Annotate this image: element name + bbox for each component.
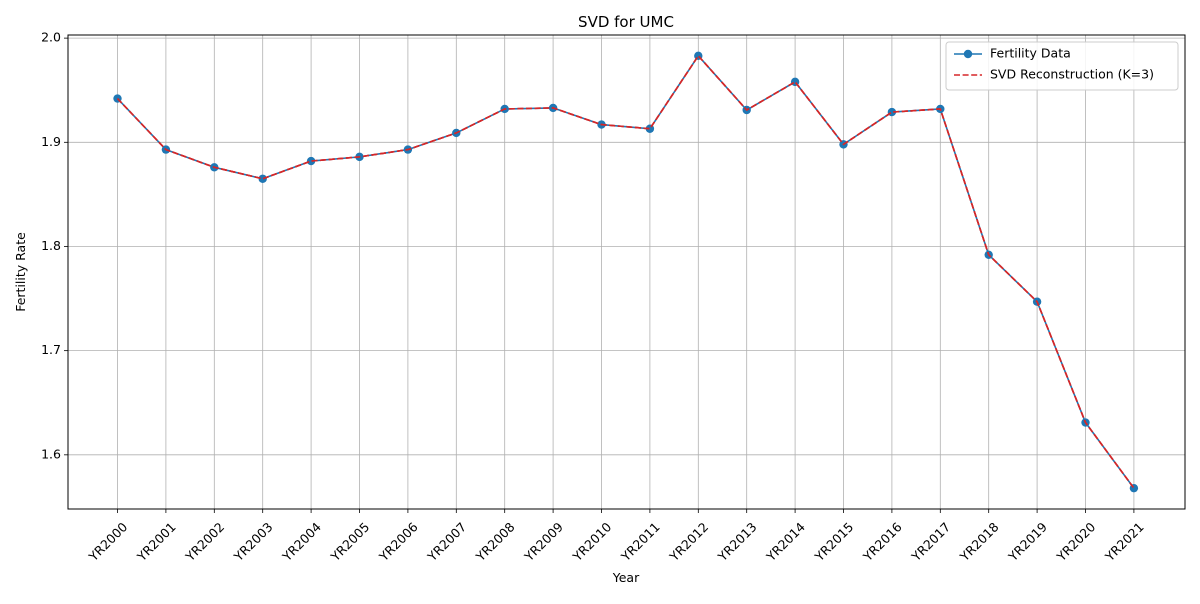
x-tick-label: YR2020 xyxy=(1053,519,1098,564)
x-tick-label: YR2001 xyxy=(133,519,178,564)
y-tick-label: 1.6 xyxy=(41,446,61,461)
x-tick-label: YR2002 xyxy=(182,519,227,564)
legend-box xyxy=(945,41,1179,91)
x-tick-label: YR2011 xyxy=(617,519,662,564)
x-tick-label: YR2013 xyxy=(714,519,759,564)
x-tick-label: YR2008 xyxy=(472,519,517,564)
x-tick-label: YR2014 xyxy=(763,519,808,564)
x-tick-label: YR2017 xyxy=(908,519,953,564)
x-axis-label: Year xyxy=(612,570,640,585)
series-line-overlay xyxy=(116,55,1135,489)
chart-title: SVD for UMC xyxy=(578,13,674,31)
legend: Fertility Data SVD Reconstruction (K=3) xyxy=(945,41,1179,91)
series-line-2 xyxy=(116,55,1135,489)
x-tick-label: YR2021 xyxy=(1101,519,1146,564)
data-point xyxy=(258,174,267,183)
y-tick-label: 1.8 xyxy=(41,238,61,253)
x-tick-label: YR2005 xyxy=(327,519,372,564)
x-tick-label: YR2004 xyxy=(279,519,324,564)
axis-ticks: YR2000 YR2001 YR2002 YR2003 YR2004 YR2005 YR20… xyxy=(41,30,1147,565)
x-tick-label: YR2019 xyxy=(1005,519,1050,564)
y-tick-label: 1.9 xyxy=(41,134,61,149)
legend-swatch-marker xyxy=(963,49,973,59)
x-tick-label: YR2018 xyxy=(956,519,1001,564)
y-tick-label: 1.7 xyxy=(41,342,61,357)
data-point xyxy=(306,156,316,166)
x-tick-label: YR2009 xyxy=(521,519,566,564)
x-tick-label: YR2016 xyxy=(859,519,904,564)
series-layer xyxy=(113,51,1139,493)
x-tick-label: YR2015 xyxy=(811,519,856,564)
x-tick-label: YR2000 xyxy=(85,519,130,564)
legend-label: SVD Reconstruction (K=3) xyxy=(990,67,1154,82)
x-tick-label: YR2007 xyxy=(424,519,469,564)
y-tick-label: 2.0 xyxy=(41,30,61,45)
plot-area-frame xyxy=(67,34,1186,510)
x-tick-label: YR2010 xyxy=(569,519,614,564)
legend-label: Fertility Data xyxy=(990,46,1071,61)
x-tick-label: YR2012 xyxy=(666,519,711,564)
series-line-1 xyxy=(116,55,1135,489)
x-tick-label: YR2003 xyxy=(230,519,275,564)
grid xyxy=(68,35,1185,509)
y-axis-label: Fertility Rate xyxy=(13,232,28,312)
x-tick-label: YR2006 xyxy=(375,519,420,564)
